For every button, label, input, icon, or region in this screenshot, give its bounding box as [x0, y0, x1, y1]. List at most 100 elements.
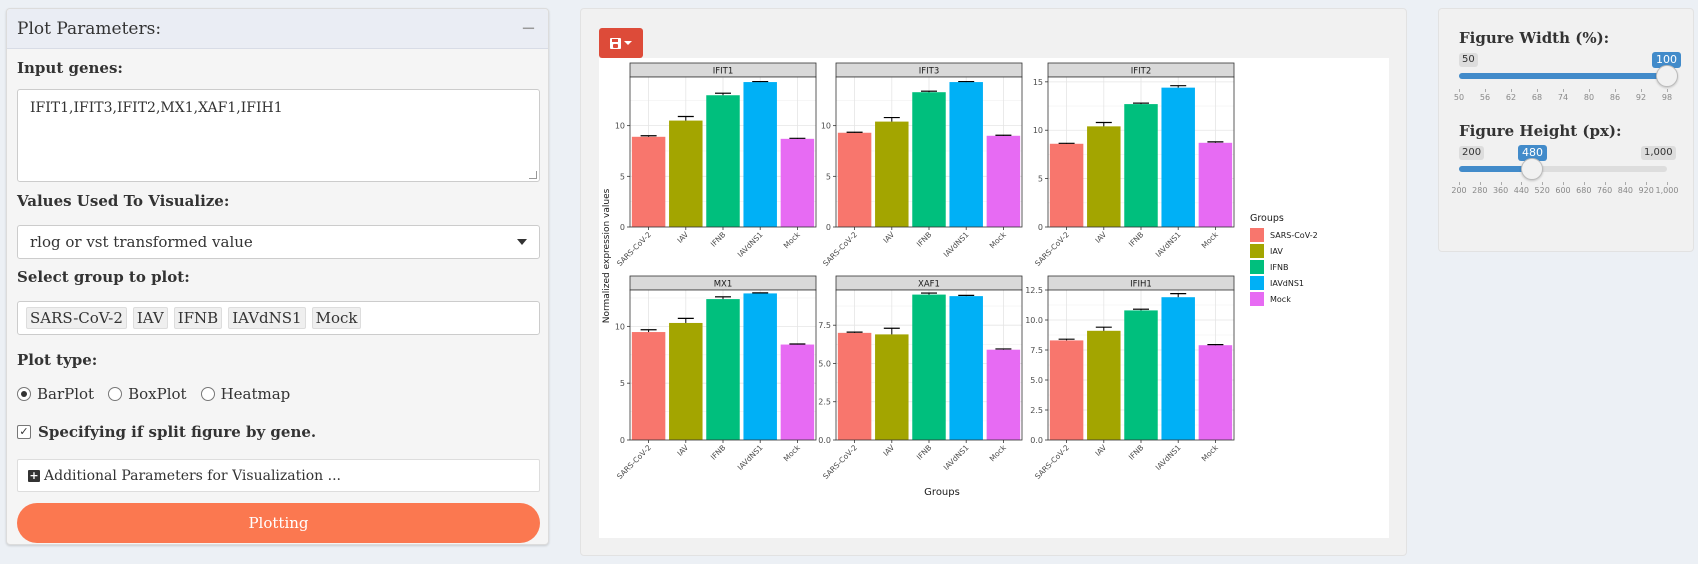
x-tick-label: Mock	[782, 230, 803, 251]
y-tick-label: 5	[620, 172, 625, 181]
slider-tick-label: 62	[1505, 93, 1517, 102]
radio-label: Heatmap	[220, 385, 291, 403]
radio-button[interactable]	[200, 387, 215, 401]
resize-handle-icon[interactable]	[529, 171, 537, 179]
height-slider-handle[interactable]	[1520, 158, 1543, 180]
values-selected: rlog or vst transformed value	[30, 233, 253, 251]
x-tick-label: IFNB	[915, 230, 934, 249]
bar	[837, 132, 872, 227]
bar	[912, 294, 946, 440]
bar	[1198, 345, 1233, 440]
plot-type-radio-group: BarPlot BoxPlot Heatmap	[17, 385, 290, 403]
bar	[780, 138, 815, 227]
width-value-label: 100	[1652, 52, 1681, 68]
plotting-button[interactable]: Plotting	[17, 503, 540, 543]
values-select[interactable]: rlog or vst transformed value	[17, 225, 540, 259]
x-tick-label: IFNB	[1127, 443, 1146, 462]
bar-chart-svg: IFIT1 0 5 10 SARS-CoV-2 IAV IFNB IAVdNS1 Mock IFI…	[602, 62, 1318, 498]
group-tag[interactable]: IAV	[132, 307, 168, 329]
y-tick-label: 12.5	[1025, 286, 1043, 295]
bar	[1087, 330, 1121, 440]
radio-boxplot[interactable]: BoxPlot	[108, 385, 187, 403]
y-tick-label: 5.0	[818, 359, 831, 368]
additional-label: Additional Parameters for Visualization …	[44, 467, 341, 484]
height-value-label: 480	[1518, 145, 1547, 161]
radio-heatmap[interactable]: Heatmap	[200, 385, 291, 403]
group-tag[interactable]: IAVdNS1	[228, 307, 306, 329]
x-tick-label: IFNB	[709, 230, 728, 249]
group-tag[interactable]: IFNB	[173, 307, 223, 329]
bar	[669, 322, 703, 440]
panel-border	[1047, 289, 1235, 441]
y-axis-title: Normalized expression values	[602, 188, 612, 323]
bar	[669, 120, 703, 227]
y-tick-label: 10	[615, 122, 625, 131]
group-tag[interactable]: Mock	[311, 307, 362, 329]
facet-title: IFIT2	[1131, 67, 1152, 77]
y-tick-label: 10	[821, 122, 831, 131]
checkmark-icon[interactable]: ✓	[17, 425, 31, 439]
input-genes-textarea[interactable]: IFIT1,IFIT3,IFIT2,MX1,XAF1,IFIH1	[17, 89, 540, 182]
slider-tick	[1604, 182, 1606, 185]
width-slider-handle[interactable]	[1656, 65, 1678, 87]
collapse-icon[interactable]: −	[520, 17, 536, 39]
slider-tick-label: 56	[1479, 93, 1491, 102]
bar	[1161, 297, 1195, 440]
bar	[1124, 310, 1158, 440]
bar	[949, 296, 983, 440]
plus-square-icon: +	[28, 468, 40, 482]
bar	[1198, 142, 1233, 227]
x-axis-title: Groups	[924, 487, 960, 498]
chevron-down-icon	[517, 239, 527, 245]
slider-tick	[1500, 182, 1502, 185]
x-tick-label: IAV	[881, 229, 896, 244]
group-tag[interactable]: SARS-CoV-2	[26, 307, 127, 329]
group-select[interactable]: SARS-CoV-2 IAV IFNB IAVdNS1 Mock	[17, 301, 540, 335]
slider-tick-label: 68	[1531, 93, 1543, 102]
slider-tick	[1646, 182, 1648, 185]
y-tick-label: 0.0	[1030, 436, 1043, 445]
x-tick-label: SARS-CoV-2	[615, 230, 653, 268]
caret-down-icon	[624, 41, 632, 45]
panel-border	[1047, 76, 1235, 228]
y-tick-label: 10.0	[1025, 316, 1043, 325]
input-genes-label: Input genes:	[17, 59, 123, 77]
figure-height-label: Figure Height (px):	[1459, 122, 1622, 140]
width-min-label: 50	[1459, 53, 1478, 67]
bar	[1087, 126, 1121, 227]
slider-tick-label: 86	[1609, 93, 1621, 102]
y-tick-label: 0	[1038, 223, 1043, 232]
bar	[875, 334, 909, 440]
x-tick-label: IAV	[881, 442, 896, 457]
height-slider-track[interactable]	[1459, 166, 1667, 172]
legend-label: SARS-CoV-2	[1270, 231, 1318, 240]
slider-tick	[1485, 89, 1486, 92]
y-tick-label: 10	[615, 322, 625, 331]
y-tick-label: 0	[620, 223, 625, 232]
plot-parameters-panel: Plot Parameters: − Input genes: IFIT1,IF…	[6, 8, 549, 545]
x-tick-label: IAV	[675, 229, 690, 244]
slider-tick	[1542, 182, 1544, 185]
save-dropdown-button[interactable]	[599, 28, 643, 58]
floppy-disk-icon	[610, 37, 621, 49]
y-tick-label: 5	[1038, 175, 1043, 184]
height-min-label: 200	[1459, 146, 1485, 160]
bar	[743, 293, 777, 440]
radio-button[interactable]	[108, 387, 123, 401]
x-tick-label: SARS-CoV-2	[615, 443, 653, 481]
split-by-gene-checkbox[interactable]: ✓ Specifying if split figure by gene.	[17, 423, 316, 441]
x-tick-label: SARS-CoV-2	[821, 443, 859, 481]
legend-swatch	[1250, 260, 1264, 274]
radio-label: BoxPlot	[128, 385, 187, 403]
facet-title: IFIH1	[1130, 280, 1152, 290]
x-tick-label: IAV	[675, 442, 690, 457]
slider-tick-label: 280	[1472, 186, 1488, 195]
radio-button[interactable]	[17, 387, 31, 401]
additional-parameters-toggle[interactable]: + Additional Parameters for Visualizatio…	[17, 459, 540, 492]
legend-label: IAV	[1270, 247, 1283, 256]
slider-tick-label: 840	[1617, 186, 1634, 195]
legend-label: Mock	[1270, 295, 1291, 304]
slider-tick	[1537, 89, 1538, 92]
radio-barplot[interactable]: BarPlot	[17, 385, 94, 403]
x-tick-label: IAVdNS1	[1154, 443, 1183, 472]
